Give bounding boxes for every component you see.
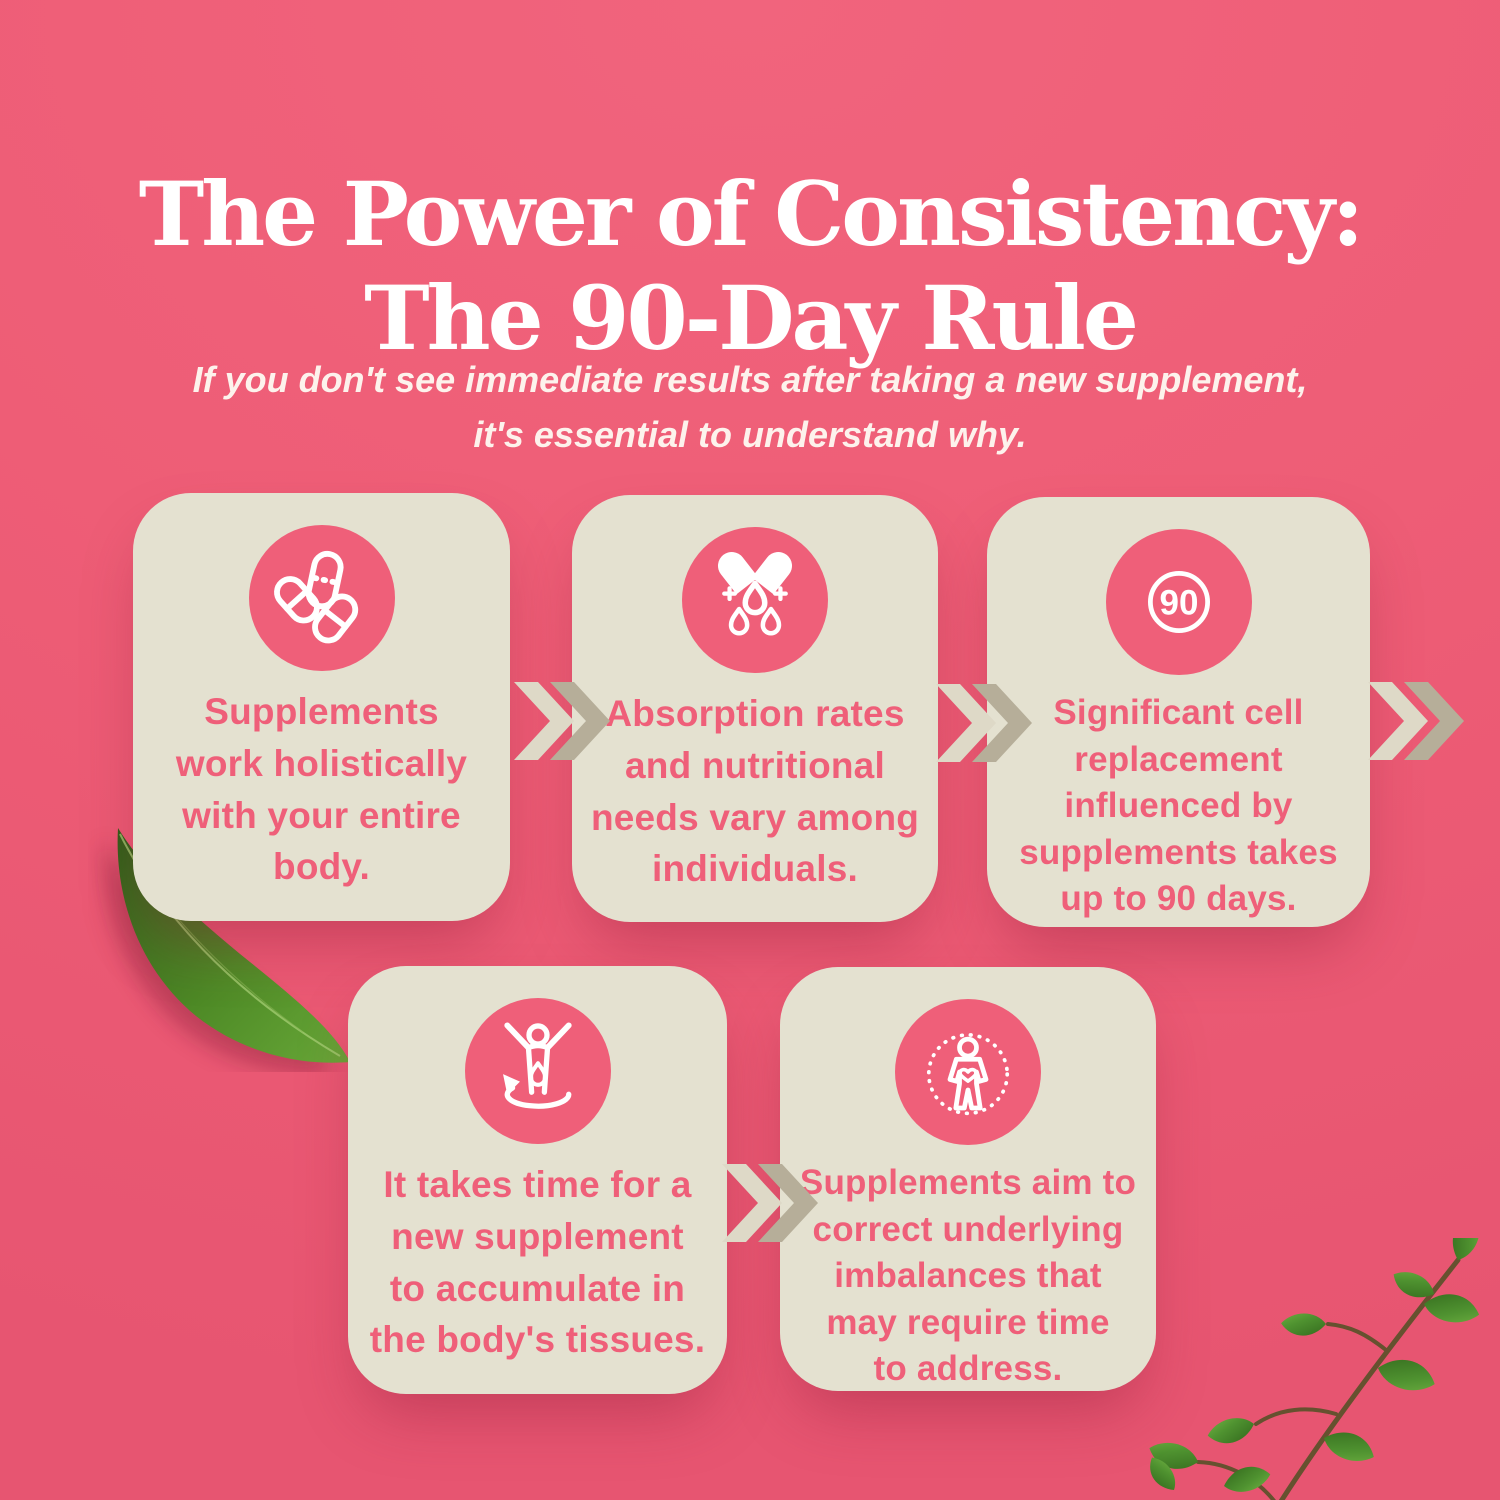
card-text-line: Significant cell xyxy=(1053,693,1304,732)
title-line-2: The 90-Day Rule xyxy=(364,265,1139,370)
double-chevron-icon xyxy=(514,682,610,760)
card-text-line: influenced by xyxy=(1064,786,1293,826)
card-text-line: new supplement xyxy=(391,1215,684,1257)
card-text-line: supplements takes xyxy=(1019,832,1338,872)
card-text-line: needs vary among xyxy=(590,796,920,838)
card-text-line: It takes time for a xyxy=(383,1164,692,1205)
leafy-branch-image xyxy=(1149,1238,1480,1500)
page-subtitle: If you don't see immediate results after… xyxy=(0,352,1500,462)
pills-icon xyxy=(248,525,395,671)
card-text-line: individuals. xyxy=(652,848,858,890)
card-text: Supplements aim to correct underlying im… xyxy=(800,1160,1136,1393)
card-text-line: replacement xyxy=(1074,739,1283,779)
card-text-line: may require time xyxy=(826,1302,1110,1342)
card-correct-imbalances: Supplements aim to correct underlying im… xyxy=(780,967,1156,1391)
ninety-badge-text: 90 xyxy=(1159,584,1198,623)
capsule-absorption-icon xyxy=(682,527,828,673)
card-text-line: and nutritional xyxy=(625,744,885,786)
title-line-1: The Power of Consistency: xyxy=(138,161,1365,266)
card-text-line: work holistically xyxy=(175,742,468,784)
card-text-line: Supplements xyxy=(204,691,439,732)
card-text-line: body. xyxy=(273,846,370,888)
card-supplements-holistic: Supplements work holistically with your … xyxy=(133,493,510,921)
page-title: The Power of Consistency: The 90-Day Rul… xyxy=(0,161,1500,371)
card-text-line: imbalances that xyxy=(834,1256,1102,1296)
card-accumulation-time: It takes time for a new supplement to ac… xyxy=(348,966,727,1394)
card-text: Significant cell replacement influenced … xyxy=(1019,690,1338,923)
subtitle-line-2: it's essential to understand why. xyxy=(473,414,1027,456)
double-chevron-icon xyxy=(936,684,1032,762)
card-90-day-cell-replacement: 90 Significant cell replacement influenc… xyxy=(987,497,1370,927)
card-text-line: Absorption rates xyxy=(605,693,905,734)
body-accumulation-icon xyxy=(464,998,611,1144)
card-text: Absorption rates and nutritional needs v… xyxy=(591,688,919,895)
subtitle-line-1: If you don't see immediate results after… xyxy=(192,359,1308,400)
card-absorption-rates: Absorption rates and nutritional needs v… xyxy=(572,495,938,922)
card-text: It takes time for a new supplement to ac… xyxy=(370,1159,705,1366)
card-text-line: correct underlying xyxy=(812,1209,1124,1249)
card-text-line: to address. xyxy=(873,1349,1063,1389)
body-balance-icon xyxy=(895,999,1041,1145)
90-day-badge-icon: 90 xyxy=(1105,529,1252,675)
card-text-line: Supplements aim to xyxy=(799,1163,1137,1202)
card-text-line: the body's tissues. xyxy=(369,1319,706,1361)
card-text-line: with your entire xyxy=(182,794,461,836)
card-text: Supplements work holistically with your … xyxy=(176,686,467,893)
card-text-line: to accumulate in xyxy=(389,1267,686,1309)
double-chevron-icon xyxy=(1368,682,1464,760)
double-chevron-icon xyxy=(722,1164,818,1242)
card-text-line: up to 90 days. xyxy=(1060,879,1297,919)
